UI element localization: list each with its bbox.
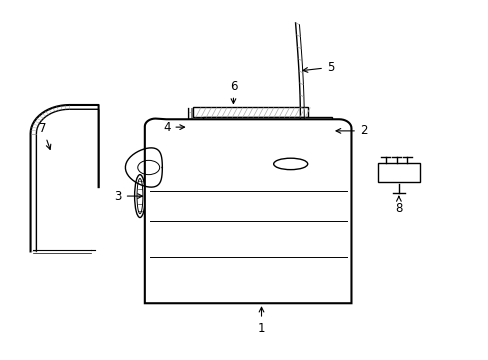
Text: 6: 6 (229, 80, 237, 103)
Polygon shape (144, 118, 351, 303)
Text: 5: 5 (302, 61, 333, 74)
Bar (377, 163, 419, 182)
Text: 2: 2 (335, 125, 366, 138)
Bar (193, 108, 307, 117)
Text: 1: 1 (257, 307, 264, 335)
Text: 3: 3 (114, 190, 142, 203)
Text: 7: 7 (39, 122, 51, 149)
Text: 4: 4 (163, 121, 184, 134)
Ellipse shape (273, 158, 307, 170)
Text: 8: 8 (394, 196, 402, 215)
Bar (203, 117, 331, 144)
